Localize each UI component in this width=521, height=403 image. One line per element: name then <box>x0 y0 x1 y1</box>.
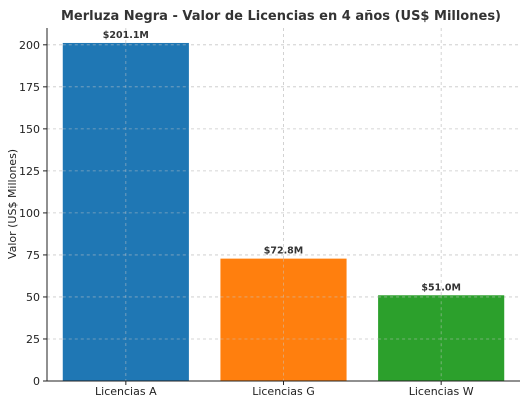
data-labels-layer: $201.1M $72.8M $51.0M <box>103 30 461 293</box>
data-label: $201.1M <box>103 30 149 41</box>
y-axis-label: Valor (US$ Millones) <box>6 149 19 259</box>
y-tick-label: 200 <box>19 39 40 52</box>
y-tick-label: 175 <box>19 81 40 94</box>
y-tick-label: 100 <box>19 207 40 220</box>
ticks-layer: 0 25 50 75 100 125 150 175 200 Licencias A Licenci… <box>19 39 474 398</box>
y-tick-label: 50 <box>26 291 40 304</box>
axes-spines <box>46 28 520 382</box>
y-tick-label: 125 <box>19 165 40 178</box>
x-tick-label: Licencias G <box>252 385 315 398</box>
y-tick-label: 75 <box>26 249 40 262</box>
data-label: $51.0M <box>421 282 461 293</box>
chart-title: Merluza Negra - Valor de Licencias en 4 … <box>61 9 501 24</box>
bars-layer <box>62 42 505 381</box>
y-tick-label: 0 <box>33 375 40 388</box>
y-tick-label: 150 <box>19 123 40 136</box>
data-label: $72.8M <box>264 246 304 257</box>
y-tick-label: 25 <box>26 333 40 346</box>
x-tick-label: Licencias W <box>409 385 474 398</box>
x-tick-label: Licencias A <box>95 385 157 398</box>
